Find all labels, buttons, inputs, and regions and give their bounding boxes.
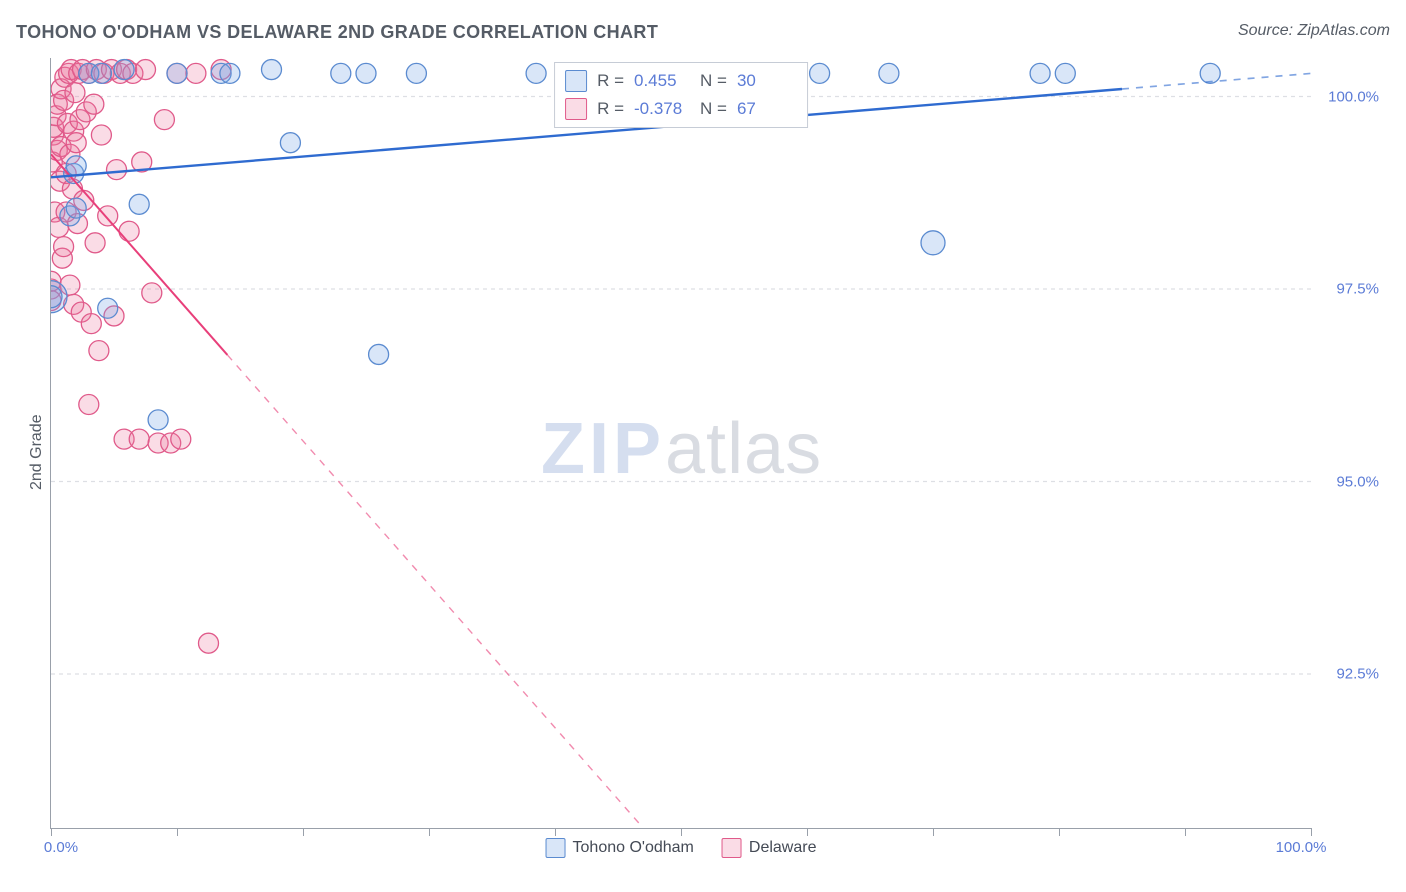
legend-label-pink: Delaware <box>749 839 817 857</box>
y-tick-label: 100.0% <box>1319 88 1379 105</box>
x-tick <box>51 828 52 836</box>
legend: Tohono O'odham Delaware <box>546 838 817 858</box>
chart-title: TOHONO O'ODHAM VS DELAWARE 2ND GRADE COR… <box>16 22 658 43</box>
y-tick-label: 92.5% <box>1319 666 1379 683</box>
y-tick-label: 97.5% <box>1319 281 1379 298</box>
x-tick <box>1059 828 1060 836</box>
stats-n-value-blue: 30 <box>737 71 793 91</box>
legend-item-blue: Tohono O'odham <box>546 838 694 858</box>
legend-label-blue: Tohono O'odham <box>573 839 694 857</box>
stats-r-value-pink: -0.378 <box>634 99 690 119</box>
stats-n-value-pink: 67 <box>737 99 793 119</box>
stats-box: R = 0.455 N = 30 R = -0.378 N = 67 <box>554 62 808 128</box>
x-tick <box>303 828 304 836</box>
x-tick <box>933 828 934 836</box>
plot-svg <box>51 58 1311 828</box>
stats-row-blue: R = 0.455 N = 30 <box>555 67 807 95</box>
x-tick <box>555 828 556 836</box>
stats-r-label-pink: R = <box>597 99 624 119</box>
stats-r-value-blue: 0.455 <box>634 71 690 91</box>
source-label: Source: ZipAtlas.com <box>1238 22 1390 40</box>
y-axis-label: 2nd Grade <box>28 414 46 490</box>
x-axis-min-label: 0.0% <box>44 839 78 856</box>
x-axis-max-label: 100.0% <box>1276 839 1327 856</box>
stats-swatch-pink <box>565 98 587 120</box>
stats-r-label-blue: R = <box>597 71 624 91</box>
x-tick <box>681 828 682 836</box>
legend-item-pink: Delaware <box>722 838 817 858</box>
legend-swatch-blue <box>546 838 566 858</box>
stats-swatch-blue <box>565 70 587 92</box>
stats-n-label-blue: N = <box>700 71 727 91</box>
x-tick <box>807 828 808 836</box>
stats-row-pink: R = -0.378 N = 67 <box>555 95 807 123</box>
y-tick-label: 95.0% <box>1319 473 1379 490</box>
x-tick <box>1185 828 1186 836</box>
x-tick <box>1311 828 1312 836</box>
chart-container: TOHONO O'ODHAM VS DELAWARE 2ND GRADE COR… <box>0 0 1406 892</box>
plot-frame: ZIPatlas 92.5%95.0%97.5%100.0% 0.0% 100.… <box>50 58 1311 829</box>
x-tick <box>177 828 178 836</box>
legend-swatch-pink <box>722 838 742 858</box>
stats-n-label-pink: N = <box>700 99 727 119</box>
x-tick <box>429 828 430 836</box>
